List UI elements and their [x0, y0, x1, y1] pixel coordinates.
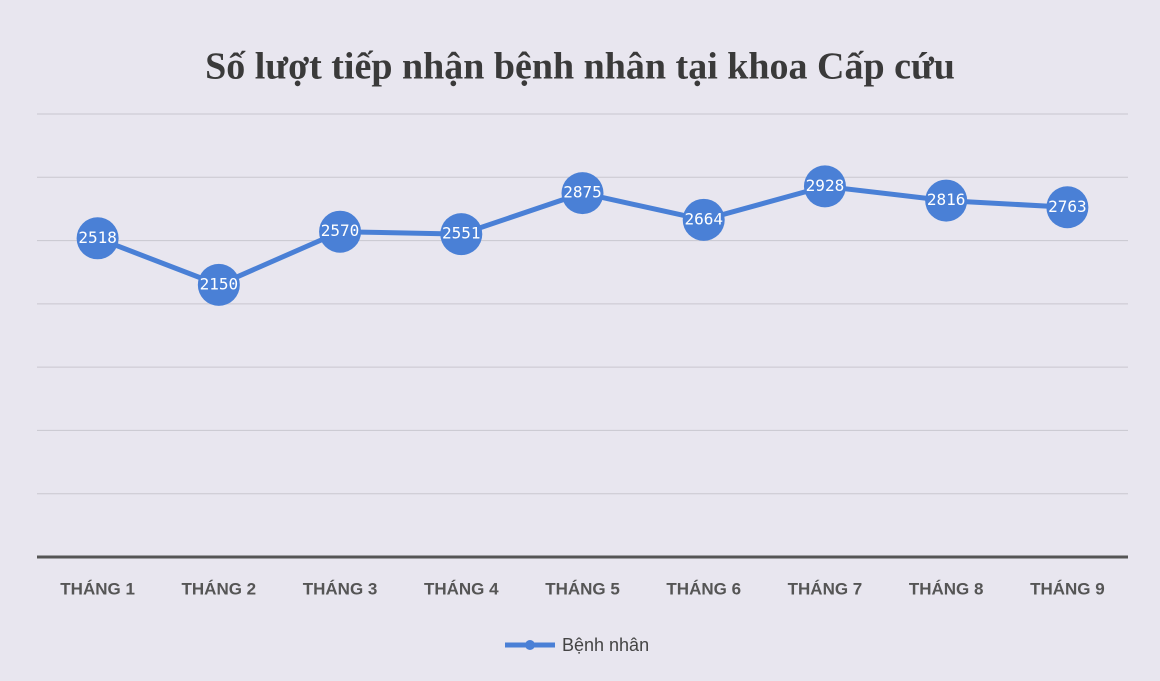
x-tick-label: THÁNG 3	[303, 579, 378, 598]
data-label: 2518	[78, 228, 117, 247]
data-label: 2875	[563, 183, 602, 202]
point	[319, 210, 362, 253]
x-tick-label: THÁNG 7	[788, 579, 863, 598]
data-label: 2928	[806, 176, 845, 195]
x-tick-label: THÁNG 6	[666, 579, 741, 598]
legend-label: Bệnh nhân	[562, 635, 649, 655]
x-tick-label: THÁNG 8	[909, 579, 984, 598]
point	[803, 165, 846, 208]
point	[1046, 186, 1089, 229]
x-tick-label: THÁNG 9	[1030, 579, 1105, 598]
point	[561, 172, 604, 215]
x-tick-label: THÁNG 4	[424, 579, 499, 598]
data-label: 2816	[927, 190, 966, 209]
point	[197, 263, 240, 306]
point	[76, 217, 119, 260]
data-label: 2551	[442, 224, 481, 243]
data-label: 2664	[684, 209, 723, 228]
x-tick-label: THÁNG 2	[182, 579, 257, 598]
x-tick-label: THÁNG 1	[60, 579, 135, 598]
point	[440, 213, 483, 256]
chart-title: Số lượt tiếp nhận bệnh nhân tại khoa Cấp…	[205, 46, 955, 88]
data-label: 2570	[321, 221, 360, 240]
point	[682, 198, 725, 241]
data-label: 2150	[200, 274, 239, 293]
data-label: 2763	[1048, 197, 1087, 216]
x-tick-label: THÁNG 5	[545, 579, 620, 598]
legend-marker	[525, 640, 535, 650]
point	[925, 179, 968, 222]
